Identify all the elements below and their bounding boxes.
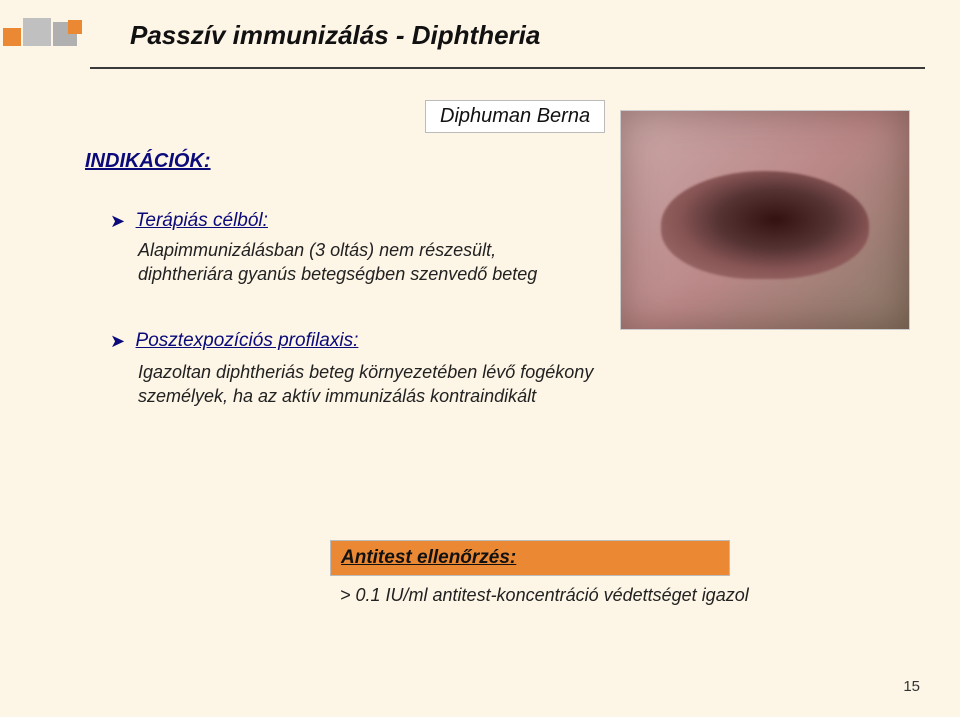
section-postexposure-body: Igazoltan diphtheriás beteg környezetébe…: [138, 360, 618, 409]
section-postexposure-label: Posztexpozíciós profilaxis:: [136, 330, 359, 352]
deco-sq-4: [68, 20, 82, 34]
antibody-check-body: > 0.1 IU/ml antitest-koncentráció védett…: [340, 585, 749, 606]
section-postexposure-head: ➤ Posztexpozíciós profilaxis:: [110, 330, 358, 352]
section-therapeutic-label: Terápiás célból:: [136, 210, 268, 232]
deco-sq-2: [23, 18, 51, 46]
slide-title: Passzív immunizálás - Diphtheria: [130, 20, 540, 51]
subtitle-box: Diphuman Berna: [425, 100, 605, 133]
indications-heading: INDIKÁCIÓK:: [85, 150, 211, 173]
title-underline: [90, 67, 925, 69]
page-number: 15: [903, 678, 920, 695]
clinical-photo-placeholder: [620, 110, 910, 330]
chevron-icon: ➤: [110, 330, 125, 352]
section-therapeutic-head: ➤ Terápiás célból:: [110, 210, 268, 232]
deco-sq-1: [3, 28, 21, 46]
antibody-check-heading: Antitest ellenőrzés:: [330, 540, 730, 576]
chevron-icon: ➤: [110, 210, 125, 232]
section-therapeutic-body: Alapimmunizálásban (3 oltás) nem részesü…: [138, 238, 558, 287]
